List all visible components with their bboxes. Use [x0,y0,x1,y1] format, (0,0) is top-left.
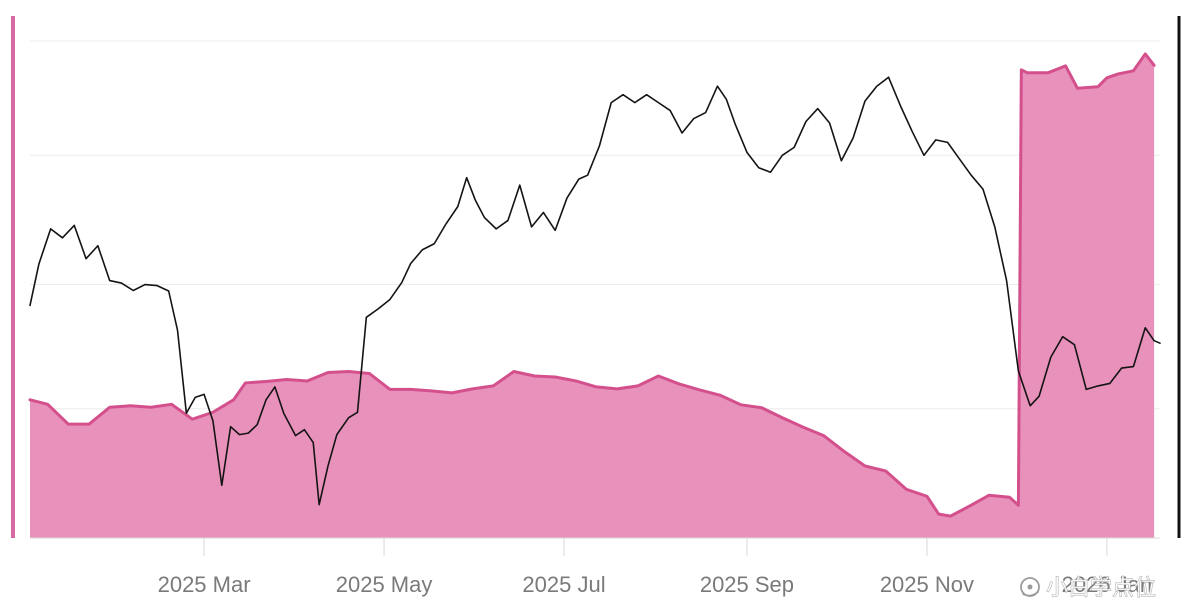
watermark-text: 小白学点位 [1046,576,1156,601]
price-line [29,76,1161,506]
watermark: 小白学点位 [1020,576,1156,601]
line-layer [29,76,1161,506]
area-edge [28,52,1156,518]
tick-layer: 2025 Mar 2025 May 2025 Jul 2025 Sep 2025 Nov… [158,538,1153,597]
axis-layer [30,16,1181,539]
watermark-logo-dot [1027,584,1033,590]
grid-layer [30,40,1160,410]
area-fill [30,53,1155,539]
x-tick-label: 2026 Jan [1062,572,1153,597]
x-tick-label: 2025 Sep [700,572,794,597]
x-tick-label: 2025 Mar [158,572,251,597]
watermark-logo-icon [1020,577,1040,597]
left-accent-bar [11,16,15,538]
x-tick-label: 2025 Nov [880,572,974,597]
area-layer [28,52,1156,539]
left-accent-layer [11,16,15,538]
x-tick-label: 2025 May [336,572,433,597]
x-tick-label: 2025 Jul [522,572,605,597]
watermark-logo-swoosh [1022,591,1039,597]
